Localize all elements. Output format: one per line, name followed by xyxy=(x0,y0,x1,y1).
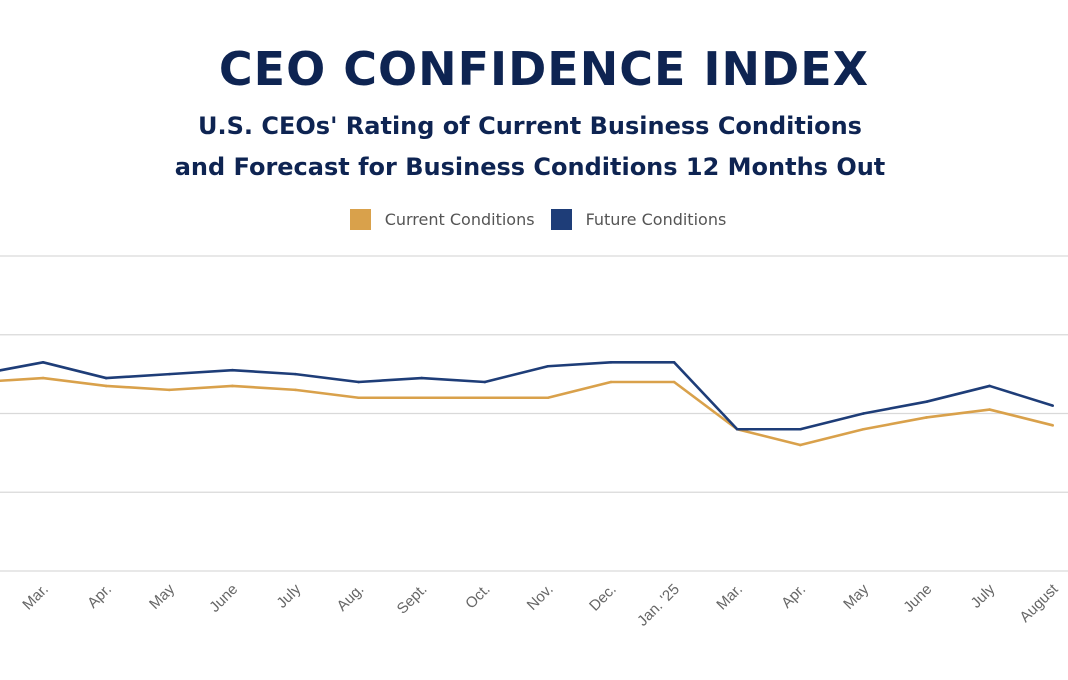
legend-label-future: Future Conditions xyxy=(585,210,727,229)
data-point xyxy=(672,380,676,384)
data-point xyxy=(41,376,45,380)
x-tick-label: May xyxy=(840,580,872,612)
data-point xyxy=(168,372,171,376)
chart-title: CEO CONFIDENCE INDEX xyxy=(218,42,870,96)
chart-subtitle-line-2: and Forecast for Business Conditions 12 … xyxy=(174,153,886,181)
data-point xyxy=(294,372,297,376)
x-tick-label: June xyxy=(900,581,935,616)
data-point xyxy=(799,443,802,447)
series-line-future xyxy=(0,361,1054,431)
series-line-current xyxy=(0,376,1054,447)
x-tick-label: Apr. xyxy=(778,581,809,612)
x-tick-label: Aug. xyxy=(334,581,368,615)
data-point xyxy=(357,396,360,400)
data-point xyxy=(609,361,613,364)
data-point xyxy=(925,400,928,403)
data-point xyxy=(925,416,928,419)
data-point xyxy=(483,380,487,384)
data-point xyxy=(988,408,991,411)
x-tick-label: August xyxy=(1016,580,1062,626)
data-point xyxy=(799,427,802,431)
data-point xyxy=(735,427,739,431)
x-tick-label: Apr. xyxy=(84,581,115,612)
data-point xyxy=(168,388,171,392)
legend-swatch-future xyxy=(550,209,572,230)
data-point xyxy=(988,384,991,388)
x-tick-label: Oct. xyxy=(462,581,493,612)
data-point xyxy=(231,384,234,388)
legend-item-current[interactable]: Current Conditions xyxy=(349,209,535,230)
chart-subtitle-line-1: U.S. CEOs' Rating of Current Business Co… xyxy=(198,112,862,140)
data-point xyxy=(104,384,108,388)
legend-swatch-current xyxy=(349,209,371,230)
x-tick-label: Mar. xyxy=(713,581,746,614)
data-point xyxy=(231,368,234,372)
x-tick-label: Jan. '25 xyxy=(634,581,683,630)
data-point xyxy=(609,380,613,384)
x-tick-label: May xyxy=(146,580,178,612)
data-point xyxy=(672,361,676,364)
legend-label-current: Current Conditions xyxy=(384,210,535,229)
legend: Current Conditions Future Conditions xyxy=(0,209,1068,230)
x-tick-label: July xyxy=(273,580,304,611)
data-point xyxy=(862,412,865,415)
x-tick-label: Dec. xyxy=(586,581,620,615)
data-point xyxy=(1051,424,1054,427)
data-point xyxy=(104,376,108,380)
x-tick-label: July xyxy=(968,580,999,611)
data-point xyxy=(1051,404,1054,407)
data-point xyxy=(41,361,45,364)
data-point xyxy=(862,427,865,431)
data-point xyxy=(357,380,360,384)
x-tick-label: Nov. xyxy=(524,581,557,614)
data-point xyxy=(420,396,424,400)
data-point xyxy=(294,388,297,392)
legend-item-future[interactable]: Future Conditions xyxy=(550,209,727,230)
data-point xyxy=(546,364,550,368)
data-point xyxy=(546,396,550,400)
data-point xyxy=(420,376,424,380)
x-tick-label: Sept. xyxy=(394,581,431,618)
x-tick-label: June xyxy=(206,581,241,616)
data-point xyxy=(483,396,487,400)
x-tick-label: Mar. xyxy=(19,581,52,614)
